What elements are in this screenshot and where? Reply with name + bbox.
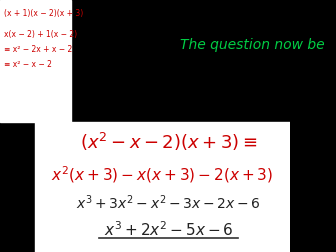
- Text: $x^2(x+3) - x(x+3) - 2(x+3)$: $x^2(x+3) - x(x+3) - 2(x+3)$: [51, 165, 274, 185]
- Text: (x + 1)(x − 2)(x + 3): (x + 1)(x − 2)(x + 3): [4, 9, 84, 18]
- Text: ≡ x² − x − 2: ≡ x² − x − 2: [4, 60, 52, 70]
- Text: ≡ x² − 2x + x − 2: ≡ x² − 2x + x − 2: [4, 45, 73, 54]
- Text: x(x − 2) + 1(x − 2): x(x − 2) + 1(x − 2): [4, 30, 78, 39]
- Text: $(x^2 - x - 2)(x + 3) \equiv$: $(x^2 - x - 2)(x + 3) \equiv$: [80, 131, 257, 153]
- Text: $x^3 + 3x^2 - x^2 - 3x - 2x - 6$: $x^3 + 3x^2 - x^2 - 3x - 2x - 6$: [76, 194, 261, 212]
- FancyBboxPatch shape: [35, 122, 290, 252]
- Text: The question now be: The question now be: [180, 38, 325, 52]
- Text: $x^3 + 2x^2 - 5x - 6$: $x^3 + 2x^2 - 5x - 6$: [103, 220, 233, 239]
- FancyBboxPatch shape: [0, 0, 71, 122]
